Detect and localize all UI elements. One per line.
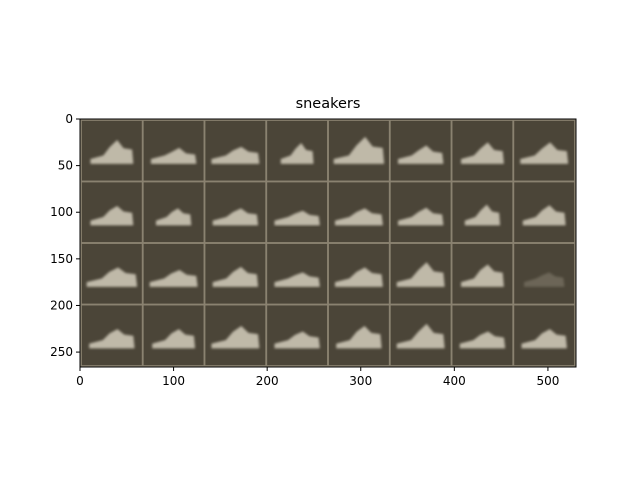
sneaker-shape [522, 205, 566, 226]
sneaker-tile [267, 120, 328, 181]
sneaker-shape [398, 207, 444, 226]
sneaker-tile [328, 243, 389, 304]
sneaker-shape [274, 272, 320, 287]
sneaker-tile [143, 120, 204, 181]
sneaker-tile [81, 182, 142, 243]
sneaker-tile [390, 243, 451, 304]
y-tick-label: 150 [50, 252, 73, 266]
sneaker-tile [267, 243, 328, 304]
sneaker-shape [524, 272, 565, 287]
sneaker-tile [390, 120, 451, 181]
sneaker-tile [81, 243, 142, 304]
tile-background [143, 120, 204, 181]
sneaker-shape [334, 267, 383, 287]
sneaker-shape [274, 331, 320, 349]
sneaker-tile [143, 243, 204, 304]
x-tick-label: 0 [76, 374, 84, 388]
sneaker-tile [143, 182, 204, 243]
sneaker-tile [328, 305, 389, 366]
sneaker-tile [514, 120, 575, 181]
x-tick-label: 500 [536, 374, 559, 388]
sneaker-tile [143, 305, 204, 366]
sneaker-tile [267, 305, 328, 366]
image-grid [80, 119, 576, 367]
tile-background [514, 243, 575, 304]
x-tick-label: 400 [443, 374, 466, 388]
sneaker-tile [205, 243, 266, 304]
sneaker-shape [211, 146, 260, 164]
sneaker-tile [205, 120, 266, 181]
sneaker-shape [89, 329, 135, 349]
sneaker-shape [461, 142, 504, 164]
sneaker-shape [274, 210, 320, 226]
sneaker-tile [328, 182, 389, 243]
y-tick-label: 50 [58, 159, 73, 173]
sneaker-tile [267, 182, 328, 243]
sneaker-tile [205, 305, 266, 366]
sneaker-tile [81, 305, 142, 366]
y-tick-label: 100 [50, 205, 73, 219]
sneaker-shape [333, 136, 385, 164]
sneaker-tile [452, 182, 513, 243]
sneaker-tile [390, 182, 451, 243]
sneaker-shape [155, 208, 192, 226]
figure-title: sneakers [296, 96, 361, 112]
axes: 0 100 200 300 400 500 0 50 100 150 200 250 [50, 112, 577, 388]
y-tick-label: 0 [65, 112, 73, 126]
sneaker-tile [81, 120, 142, 181]
sneaker-shape [150, 147, 197, 164]
sneaker-tile [452, 305, 513, 366]
sneaker-shape [521, 329, 567, 349]
sneaker-shape [334, 208, 383, 226]
sneaker-tile [328, 120, 389, 181]
sneaker-shape [459, 331, 506, 349]
axes-frame [79, 118, 577, 368]
sneaker-shape [86, 267, 137, 287]
sneaker-tile [514, 305, 575, 366]
sneaker-shape [280, 143, 314, 164]
sneaker-shape [212, 266, 258, 287]
sneaker-tile [452, 120, 513, 181]
sneaker-tile [514, 243, 575, 304]
sneaker-shape [398, 145, 444, 164]
sneaker-tile [205, 182, 266, 243]
sneaker-shape [152, 329, 195, 349]
sneaker-tile [452, 243, 513, 304]
y-tick-label: 200 [50, 298, 73, 312]
x-tick-label: 200 [256, 374, 279, 388]
y-tick-label: 250 [50, 345, 73, 359]
tile-background [267, 182, 328, 243]
sneaker-shape [520, 142, 569, 164]
x-tick-label: 100 [162, 374, 185, 388]
sneaker-shape [212, 208, 258, 226]
sneaker-shape [464, 204, 501, 226]
tile-background [267, 243, 328, 304]
x-tick-label: 300 [349, 374, 372, 388]
sneaker-tile [514, 182, 575, 243]
sneaker-shape [149, 269, 198, 287]
sneaker-shape [90, 206, 134, 226]
sneaker-tile [390, 305, 451, 366]
